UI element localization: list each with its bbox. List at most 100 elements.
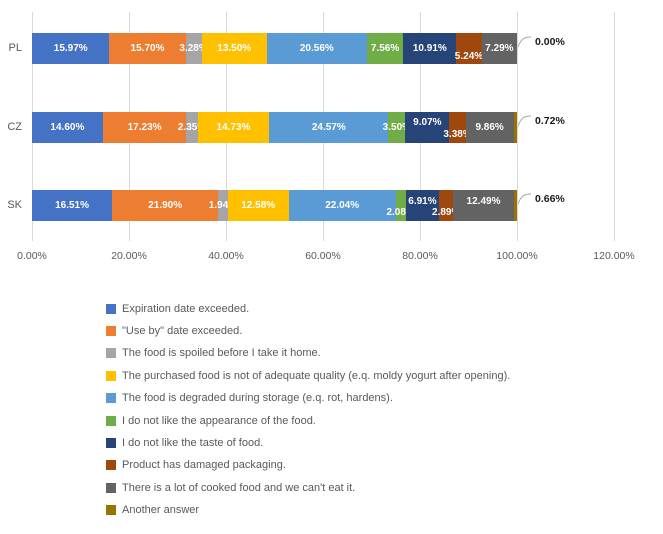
bar-segment — [456, 33, 482, 64]
bar-segment — [439, 190, 454, 221]
legend-swatch-icon — [106, 460, 116, 471]
bar-segment-label: 2.35% — [177, 121, 207, 133]
bar-segment-label: 16.51% — [55, 199, 89, 211]
x-axis-tick-label: 60.00% — [305, 250, 341, 262]
x-axis-tick-label: 120.00% — [593, 250, 635, 262]
callout-label: 0.66% — [535, 193, 565, 205]
bar-segment-label: 3.28% — [179, 42, 208, 54]
legend-swatch-icon — [106, 303, 116, 314]
bar-segment-label: 15.97% — [53, 42, 88, 54]
legend-label: I do not like the taste of food. — [122, 436, 264, 449]
bar-segment — [32, 112, 103, 143]
bar-segment — [32, 33, 110, 64]
bar-segment-label: 17.23% — [127, 121, 162, 133]
bar-segment — [32, 190, 113, 221]
legend-item: The food is spoiled before I take it hom… — [106, 346, 321, 361]
legend-swatch-icon — [106, 415, 116, 426]
bar-segment-label: 15.70% — [130, 42, 165, 54]
legend-label: There is a lot of cooked food and we can… — [122, 481, 356, 494]
category-label-pl: PL — [8, 42, 22, 54]
callout-leader-line — [517, 114, 533, 132]
bar-segment — [449, 112, 466, 143]
gridline — [517, 12, 518, 241]
legend-item: The purchased food is not of adequate qu… — [106, 368, 510, 383]
bar-segment-label: 9.07% — [413, 116, 442, 128]
bar-segment-label: 14.60% — [50, 121, 85, 133]
bar-segment — [403, 33, 457, 64]
legend-item: Another answer — [106, 503, 199, 518]
bar-segment-label: 2.89% — [432, 206, 461, 218]
x-axis-tick-label: 0.00% — [17, 250, 47, 262]
legend-label: The food is degraded during storage (e.q… — [122, 392, 393, 405]
legend-label: The food is spoiled before I take it hom… — [122, 347, 321, 360]
bar-segment — [218, 190, 228, 221]
legend-label: Product has damaged packaging. — [122, 459, 286, 472]
bar-segment-label: 20.56% — [299, 42, 334, 54]
bar-segment — [266, 33, 367, 64]
bar-segment — [513, 112, 518, 143]
bar-segment — [366, 33, 404, 64]
bar-segment-label: 6.91% — [408, 195, 437, 207]
x-axis-tick-label: 40.00% — [208, 250, 244, 262]
legend-label: Another answer — [122, 504, 200, 517]
x-axis-tick-label: 100.00% — [496, 250, 538, 262]
legend-item: I do not like the appearance of the food… — [106, 413, 316, 428]
bar-segment-label: 24.57% — [311, 121, 346, 133]
bar-segment — [405, 112, 450, 143]
legend-label: Expiration date exceeded. — [122, 302, 250, 315]
legend-label: "Use by" date exceeded. — [122, 324, 243, 337]
legend-swatch-icon — [106, 505, 116, 516]
bar-segment — [269, 112, 389, 143]
bar-segment-label: 5.24% — [454, 50, 484, 62]
bar-segment — [288, 190, 396, 221]
bar-segment-label: 9.86% — [475, 121, 504, 133]
legend-label: The purchased food is not of adequate qu… — [122, 369, 511, 382]
callout-label: 0.00% — [535, 36, 565, 48]
bar-segment-label: 7.29% — [485, 42, 514, 54]
bar-segment — [405, 190, 440, 221]
legend-swatch-icon — [106, 482, 116, 493]
bar-segment — [112, 190, 219, 221]
gridline — [614, 12, 615, 241]
bar-segment — [453, 190, 514, 221]
bar-segment — [481, 33, 518, 64]
legend-swatch-icon — [106, 437, 116, 448]
bar-segment-label: 2.08% — [386, 206, 415, 218]
legend-item: "Use by" date exceeded. — [106, 323, 242, 338]
bar-segment-label: 12.49% — [466, 195, 501, 207]
bar-segment — [186, 112, 198, 143]
bar-segment — [201, 33, 267, 64]
callout-label: 0.72% — [535, 115, 565, 127]
category-label-sk: SK — [7, 199, 22, 211]
bar-segment — [227, 190, 289, 221]
legend-item: I do not like the taste of food. — [106, 435, 263, 450]
legend-item: There is a lot of cooked food and we can… — [106, 480, 355, 495]
bar-segment — [465, 112, 514, 143]
bar-segment — [513, 190, 517, 221]
bar-segment-label: 22.04% — [325, 199, 360, 211]
bar-segment — [388, 112, 406, 143]
legend-item: Expiration date exceeded. — [106, 301, 249, 316]
bar-segment — [185, 33, 202, 64]
bar-segment-label: 12.58% — [241, 199, 276, 211]
legend-swatch-icon — [106, 370, 116, 381]
category-label-cz: CZ — [7, 121, 22, 133]
bar-segment-label: 3.50% — [382, 121, 412, 133]
bar-segment — [102, 112, 187, 143]
legend-item: Product has damaged packaging. — [106, 458, 286, 473]
bar-segment-label: 1.94% — [208, 199, 238, 211]
legend-label: I do not like the appearance of the food… — [122, 414, 316, 427]
legend-swatch-icon — [106, 325, 116, 336]
bar-segment — [109, 33, 186, 64]
bar-segment-label: 3.38% — [443, 128, 472, 140]
bar-segment-label: 14.73% — [216, 121, 251, 133]
bar-segment — [395, 190, 406, 221]
bar-segment-label: 21.90% — [148, 199, 183, 211]
legend-swatch-icon — [106, 393, 116, 404]
callout-leader-line — [517, 35, 533, 53]
callout-leader-line — [517, 192, 533, 210]
legend-swatch-icon — [106, 348, 116, 359]
x-axis-tick-label: 20.00% — [111, 250, 147, 262]
legend-item: The food is degraded during storage (e.q… — [106, 391, 393, 406]
